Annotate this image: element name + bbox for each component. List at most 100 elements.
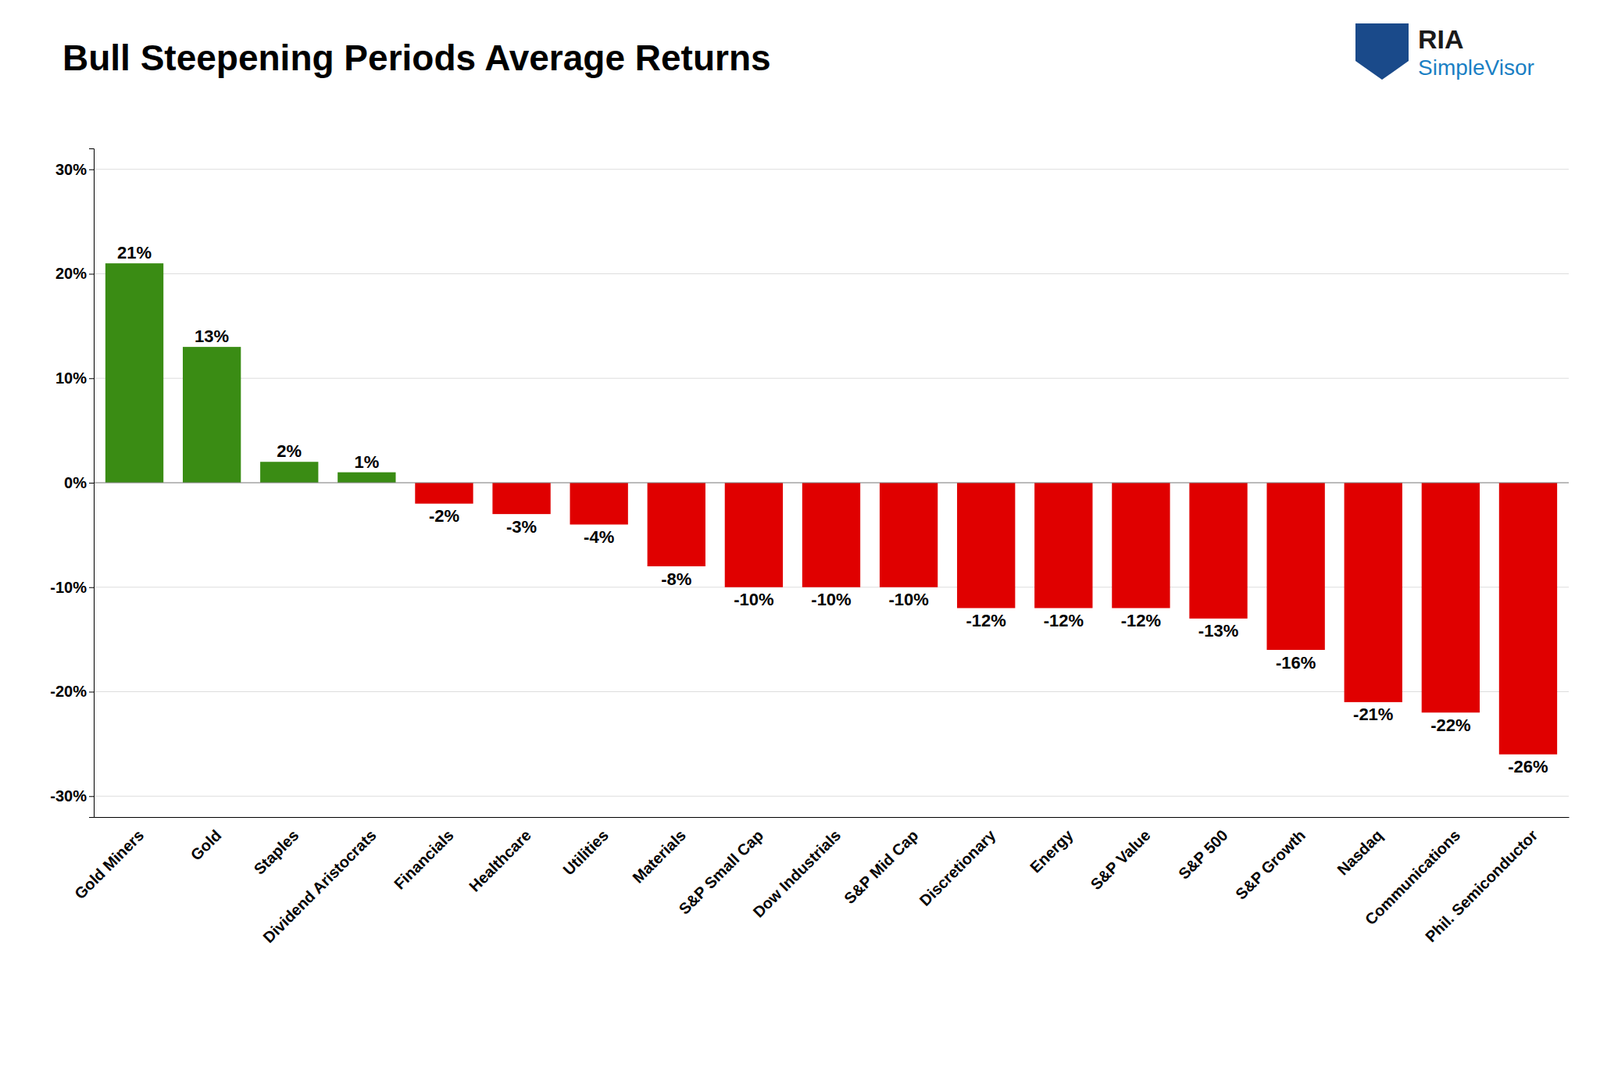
y-tick-label: 20% [55,264,87,283]
y-tick: 30% [55,160,94,179]
data-label: -8% [660,569,692,590]
data-label: 13% [194,326,229,347]
data-label: -12% [1043,610,1084,631]
bar [1499,482,1558,755]
grid [93,169,1569,797]
x-tick: Dividend Aristocrats [259,826,379,947]
x-tick: Utilities [559,826,612,879]
y-tick-mark [89,482,94,484]
grid-line [93,378,1569,379]
x-tick: S&P Mid Cap [840,826,922,908]
y-tick-mark [89,587,94,589]
y-tick-mark [89,692,94,693]
y-tick: 10% [55,369,94,387]
y-tick: -10% [50,578,94,597]
x-tick: S&P 500 [1175,826,1232,883]
grid-line [93,482,1569,484]
x-tick: Energy [1026,825,1077,876]
y-tick-label: -30% [50,787,87,805]
data-label: -16% [1275,653,1316,673]
data-label: 2% [276,441,302,461]
annotation: RIA [1417,24,1465,54]
y-tick: -30% [50,787,94,805]
bar [105,263,164,483]
x-tick-label: Nasdaq [1333,826,1386,879]
bar [414,482,473,504]
data-label: 21% [117,242,152,263]
x-tick-label: Financials [390,826,458,893]
x-tick-label: Gold Miners [71,826,147,903]
y-tick: 20% [55,264,94,283]
data-label: -10% [810,589,851,610]
y-tick-mark [89,274,94,275]
x-tick-label: Dividend Aristocrats [259,826,379,947]
bars [105,263,1558,755]
data-label: -12% [1121,610,1161,631]
x-tick-label: S&P Value [1086,826,1154,893]
y-axis: -30% -20% -10% 0% 10% 20% 30% [50,149,94,818]
bar [725,482,783,588]
y-tick-label: -10% [50,578,87,597]
x-tick-label: Dow Industrials [749,826,844,922]
x-tick: S&P Value [1086,826,1154,893]
x-tick: Discretionary [916,825,1000,910]
x-tick-label: S&P Growth [1232,826,1309,904]
y-tick-label: 10% [55,369,87,387]
data-label: -12% [966,610,1007,631]
bar [1421,482,1480,713]
grid-line [93,796,1569,797]
x-tick-label: Gold [187,826,225,865]
data-label: -10% [733,589,774,610]
x-axis-line [94,817,1570,818]
bar [260,461,318,483]
data-label: -26% [1507,757,1548,777]
x-tick-label: S&P Mid Cap [840,826,922,908]
x-tick: Materials [628,826,690,887]
x-tick: S&P Small Cap [675,826,767,918]
grid-line [93,168,1569,170]
x-tick-label: Materials [628,826,690,887]
plot: 21%13%2%1%-2%-3%-4%-8%-10%-10%-10%-12%-1… [50,149,1569,947]
bar [182,346,241,483]
bar [1344,482,1403,703]
data-label: -2% [428,506,460,526]
y-tick-label: 0% [64,474,87,492]
bar [570,482,629,525]
bar [802,482,861,588]
bar [957,482,1015,609]
data-labels: 21%13%2%1%-2%-3%-4%-8%-10%-10%-10%-12%-1… [117,242,1549,777]
data-label: -3% [506,517,537,537]
title: Bull Steepening Periods Average Returns [62,37,772,79]
x-tick-label: S&P Small Cap [675,826,767,918]
y-tick: -20% [50,682,94,700]
x-tick: Healthcare [465,826,535,896]
bar [1111,482,1170,609]
x-tick: Financials [390,826,458,893]
bar [1189,482,1247,619]
bar [1266,482,1325,650]
y-tick-label: 30% [55,160,87,179]
x-axis: Gold Miners Gold StaplesDividend Aristocra… [71,817,1569,947]
y-tick: 0% [64,474,94,492]
data-label: -21% [1353,704,1393,725]
x-tick-label: Energy [1026,825,1077,876]
logo [1355,23,1409,80]
chart: Bull Steepening Periods Average Returns R… [0,0,1600,1067]
y-tick-mark [89,796,94,797]
x-tick: Gold Miners [71,826,147,903]
y-tick-mark [89,169,94,171]
x-tick-label: Healthcare [465,826,535,896]
data-label: -22% [1430,715,1471,736]
bar [647,482,706,567]
data-label: -13% [1198,621,1239,641]
grid-line [93,273,1569,275]
zero-line [93,482,1569,484]
x-tick-label: Phil. Semiconductor [1421,826,1541,946]
y-tick-mark [89,378,94,379]
x-tick-label: Staples [250,826,303,879]
data-label: -10% [888,589,929,610]
bar [337,472,396,483]
x-tick: Nasdaq [1333,826,1386,879]
y-tick-label: -20% [50,682,87,700]
x-tick-label: Discretionary [916,825,1000,910]
